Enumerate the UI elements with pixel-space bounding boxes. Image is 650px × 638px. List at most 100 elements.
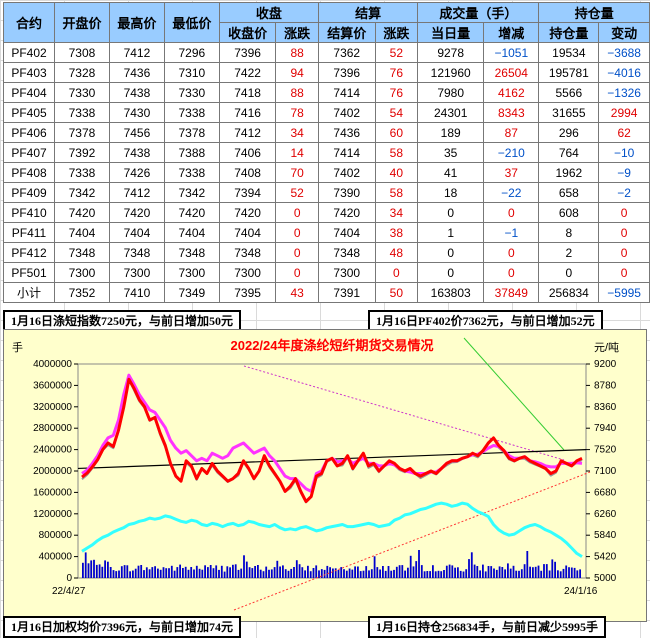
table-cell: 7438 <box>108 82 165 103</box>
table-cell: 7338 <box>54 102 110 123</box>
table-cell: 7388 <box>163 142 220 163</box>
table-cell: 7404 <box>54 222 110 243</box>
volume-bar <box>351 569 354 578</box>
table-cell: 7348 <box>54 242 110 263</box>
table-cell: 608 <box>538 202 600 223</box>
y-left-tick-label: 400000 <box>39 552 73 563</box>
volume-bar <box>101 566 104 578</box>
table-row: PF402 7308 7412 7296 7396 88 7362 52 9278 −1051 19… <box>2 42 650 63</box>
volume-bar <box>240 568 243 578</box>
table-cell: 7300 <box>54 262 110 283</box>
table-cell: 764 <box>538 142 600 163</box>
volume-bar <box>109 567 112 578</box>
volume-bar <box>270 569 273 578</box>
volume-bar <box>195 565 198 578</box>
volume-bar <box>226 566 229 578</box>
table-cell: 94 <box>275 62 320 83</box>
volume-bar <box>259 569 262 578</box>
volume-bar <box>545 564 548 578</box>
table-cell: 7300 <box>163 262 220 283</box>
table-cell: 0 <box>417 242 485 263</box>
table-cell: 78 <box>275 102 320 123</box>
volume-bar <box>565 565 568 578</box>
volume-bar <box>129 571 131 578</box>
subheader-cell: 结算价 <box>318 22 376 43</box>
table-cell: 7404 <box>318 222 376 243</box>
table-cell: 7338 <box>163 162 220 183</box>
table-cell: 7308 <box>54 42 110 63</box>
volume-bar <box>215 565 218 578</box>
volume-bar <box>576 570 579 578</box>
volume-bar <box>93 559 95 578</box>
table-row: PF410 7420 7420 7420 7420 0 7420 34 0 0 608 0 <box>2 202 650 223</box>
table-cell: 7414 <box>318 82 376 103</box>
volume-bar <box>273 567 276 578</box>
table-cell: 7296 <box>163 42 220 63</box>
volume-bar <box>84 552 87 578</box>
volume-bar <box>159 569 162 578</box>
table-cell: −22 <box>483 182 540 203</box>
volume-bar <box>495 569 498 578</box>
volume-bar <box>209 565 212 578</box>
volume-bar <box>312 568 315 578</box>
table-cell: 0 <box>275 222 320 243</box>
table-cell: −210 <box>483 142 540 163</box>
volume-bar <box>484 571 487 578</box>
volume-bar <box>479 570 481 578</box>
volume-bar <box>198 568 201 578</box>
y-left-tick-label: 3600000 <box>33 380 72 391</box>
y-right-tick-label: 7520 <box>594 445 617 456</box>
table-cell: 0 <box>538 262 600 283</box>
table-cell: 7420 <box>108 202 165 223</box>
table-cell: 0 <box>483 242 540 263</box>
table-cell: 7378 <box>163 122 220 143</box>
table-cell: 7426 <box>108 162 165 183</box>
volume-bar <box>170 565 173 578</box>
volume-bar <box>309 571 312 578</box>
table-cell: 7420 <box>218 202 277 223</box>
volume-bar <box>268 569 270 578</box>
table-cell: 7392 <box>54 142 110 163</box>
volume-bar <box>82 562 84 578</box>
table-cell: PF402 <box>2 42 56 63</box>
table-cell: 18 <box>417 182 485 203</box>
table-cell: 54 <box>374 102 419 123</box>
volume-bar <box>573 567 576 578</box>
table-cell: 19534 <box>538 42 600 63</box>
table-cell: 7394 <box>218 182 277 203</box>
volume-bar <box>326 565 329 578</box>
volume-bar <box>229 567 231 578</box>
y-right-tick-label: 6680 <box>594 487 617 498</box>
table-cell: 7396 <box>218 42 277 63</box>
volume-bar <box>98 564 101 578</box>
volume-bar <box>520 569 523 578</box>
table-cell: 7342 <box>54 182 110 203</box>
y-right-tick-label: 5840 <box>594 530 617 541</box>
volume-bar <box>357 566 359 578</box>
table-cell: 60 <box>374 122 419 143</box>
table-cell: 7338 <box>54 162 110 183</box>
volume-bar <box>315 565 318 578</box>
volume-bar <box>298 564 301 578</box>
y-left-tick-label: 2400000 <box>33 445 72 456</box>
volume-bar <box>393 569 395 578</box>
table-cell: 7338 <box>163 102 220 123</box>
table-cell: 7436 <box>318 122 376 143</box>
x-end-label: 24/1/16 <box>564 586 598 597</box>
y-right-tick-label: 5000 <box>594 573 617 584</box>
volume-bar <box>148 569 151 578</box>
table-cell: 7980 <box>417 82 485 103</box>
volume-bar <box>190 567 193 578</box>
volume-bar <box>579 569 581 578</box>
chart-title: 2022/24年度涤纶短纤期货交易情况 <box>231 338 434 353</box>
volume-bar <box>120 566 123 578</box>
volume-bar <box>415 561 418 578</box>
volume-bar <box>307 565 309 578</box>
volume-bar <box>365 566 368 578</box>
header-cell: 成交量（手） <box>417 2 540 23</box>
volume-bar <box>282 565 284 578</box>
aux-line-green <box>463 337 565 451</box>
table-cell: 195781 <box>538 62 600 83</box>
table-cell: 7330 <box>163 82 220 103</box>
table-cell: 31655 <box>538 102 600 123</box>
